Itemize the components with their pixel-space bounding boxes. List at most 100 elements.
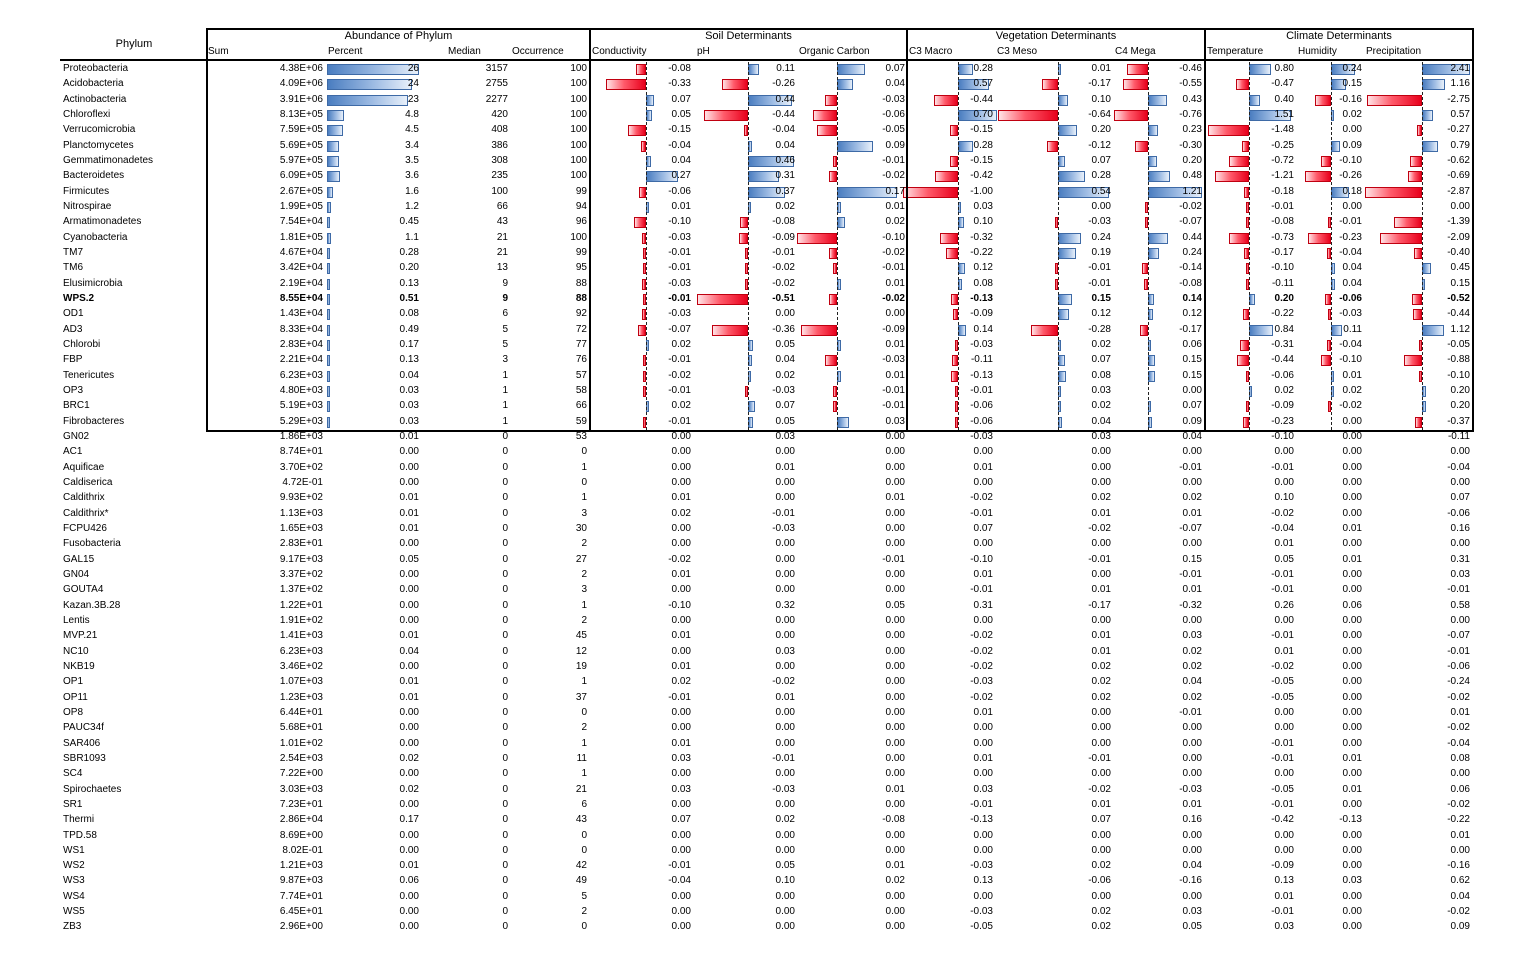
cell-value: -0.01	[668, 262, 691, 274]
table-row: SC4 7.22E+00 0.00 0 1 0.00 0.00 0.00 0.00 0.00 0.0…	[0, 767, 1535, 782]
cell-value: -0.44	[970, 93, 993, 105]
table-row: BRC1 5.19E+03 0.03 1 66 0.02 0.07 -0.01 -0.06 0.0…	[0, 399, 1535, 414]
cell-value: 0.00	[885, 737, 905, 749]
cell-value: 0.00	[885, 691, 905, 703]
cell-value: 0.04	[775, 354, 795, 366]
cell-value: -0.42	[1271, 814, 1294, 826]
cell-value: 0.01	[399, 630, 419, 642]
cell-value: 0.00	[775, 308, 795, 320]
cell-value: 3.03E+03	[279, 783, 323, 795]
cell-value: 0.01	[399, 860, 419, 872]
cell-value: 0.08	[973, 277, 993, 289]
cell-value: 0.10	[1091, 93, 1111, 105]
header-abundance: Abundance of Phylum	[344, 30, 453, 42]
cell-value: -0.13	[1339, 814, 1362, 826]
cell-value: 100	[570, 170, 587, 182]
cell-value: -0.10	[1339, 154, 1362, 166]
cell-value: 0.03	[775, 430, 795, 442]
cell-value: 0.12	[973, 262, 993, 274]
table-row: Fibrobacteres 5.29E+03 0.03 1 59 -0.01 0.05 0.0…	[0, 415, 1535, 430]
cell-value: 0.01	[671, 630, 691, 642]
cell-value: 0.06	[1342, 599, 1362, 611]
cell-value: 100	[570, 231, 587, 243]
cell-value: 0.05	[1182, 921, 1202, 933]
temp-bar	[1228, 232, 1249, 244]
c3macro-bar	[933, 94, 958, 106]
cell-value: 0.02	[1091, 660, 1111, 672]
cell-value: 0.28	[973, 63, 993, 74]
table-row: AD3 8.33E+04 0.49 5 72 -0.07 -0.36 -0.09 0.14 -0.…	[0, 323, 1535, 338]
cell-value: -0.02	[882, 246, 905, 258]
header-phylum: Phylum	[115, 38, 153, 50]
precip-bar	[1411, 293, 1422, 305]
cell-value: 2.83E+04	[279, 338, 323, 350]
cell-value: 9	[502, 292, 508, 304]
cell-value: 0.00	[885, 630, 905, 642]
cell-value: 0.02	[671, 676, 691, 688]
ph-bar	[745, 263, 748, 275]
cell-value: -0.10	[668, 216, 691, 228]
cell-value: -0.03	[668, 231, 691, 243]
cell-value: 0.01	[671, 200, 691, 212]
cell-value: 0.00	[671, 430, 691, 442]
cell-value: 1	[581, 599, 587, 611]
table-row: NKB19 3.46E+02 0.00 0 19 0.01 0.00 0.00 -0.02 0.0…	[0, 660, 1535, 675]
cell-value: 0.00	[671, 461, 691, 473]
cell-value: 0.09	[1182, 415, 1202, 427]
precip-bar	[1419, 339, 1422, 351]
cell-value: 0.00	[1274, 706, 1294, 718]
table-row: Thermi 2.86E+04 0.17 0 43 0.07 0.02 -0.08 -0.13 0…	[0, 813, 1535, 828]
cell-value: -0.01	[1271, 568, 1294, 580]
header-ph: pH	[697, 46, 710, 57]
cell-value: -0.05	[1271, 691, 1294, 703]
cell-value: 23	[407, 93, 419, 105]
cell-value: 0.00	[399, 737, 419, 749]
phylum-name: NKB19	[63, 660, 95, 672]
c3macro-bar	[954, 401, 958, 413]
cell-value: 0.45	[1450, 262, 1470, 274]
cell-value: -0.04	[668, 139, 691, 151]
cell-value: 9.87E+03	[279, 875, 323, 887]
cell-value: -0.69	[1447, 170, 1470, 182]
cell-value: 1.41E+03	[279, 630, 323, 642]
cell-value: 1.13E+03	[279, 507, 323, 519]
cell-value: -0.10	[882, 231, 905, 243]
phylum-name: Elusimicrobia	[63, 277, 123, 289]
cell-value: 0.00	[775, 906, 795, 918]
cell-value: 0.01	[1274, 538, 1294, 550]
phylum-name: WS1	[63, 844, 85, 856]
cell-value: 0.05	[775, 860, 795, 872]
ph-bar	[722, 79, 748, 91]
cell-value: 0.13	[1274, 875, 1294, 887]
phylum-name: Kazan.3B.28	[63, 599, 121, 611]
cell-value: 0.02	[1091, 860, 1111, 872]
cell-value: 6.23E+03	[279, 369, 323, 381]
cond-bar	[643, 385, 646, 397]
cell-value: 0.00	[1274, 844, 1294, 856]
cell-value: 0	[502, 768, 508, 780]
cell-value: -0.02	[1088, 522, 1111, 534]
cell-value: 0.02	[1091, 921, 1111, 933]
cell-value: -0.10	[970, 553, 993, 565]
cell-value: 0.00	[885, 829, 905, 841]
cell-value: 0.00	[885, 538, 905, 550]
cell-value: 0.00	[1342, 461, 1362, 473]
cond-bar	[641, 140, 646, 152]
cell-value: 0.26	[1274, 599, 1294, 611]
phylum-name: Cyanobacteria	[63, 231, 128, 243]
cell-value: -0.11	[1447, 430, 1470, 442]
cell-value: 0.00	[973, 829, 993, 841]
cell-value: -0.02	[882, 292, 905, 304]
cell-value: 0.20	[1091, 124, 1111, 136]
cell-value: 5.69E+05	[279, 139, 323, 151]
cell-value: 8.33E+04	[279, 323, 323, 335]
cell-value: -0.09	[882, 323, 905, 335]
cell-value: 1.6	[405, 185, 419, 197]
cell-value: 0.02	[775, 200, 795, 212]
cell-value: 5	[502, 323, 508, 335]
cell-value: 43	[575, 814, 587, 826]
c4mega-bar	[1145, 201, 1148, 213]
phylum-name: FCPU426	[63, 522, 107, 534]
cell-value: 0.00	[775, 921, 795, 933]
cell-value: 0.00	[973, 890, 993, 902]
